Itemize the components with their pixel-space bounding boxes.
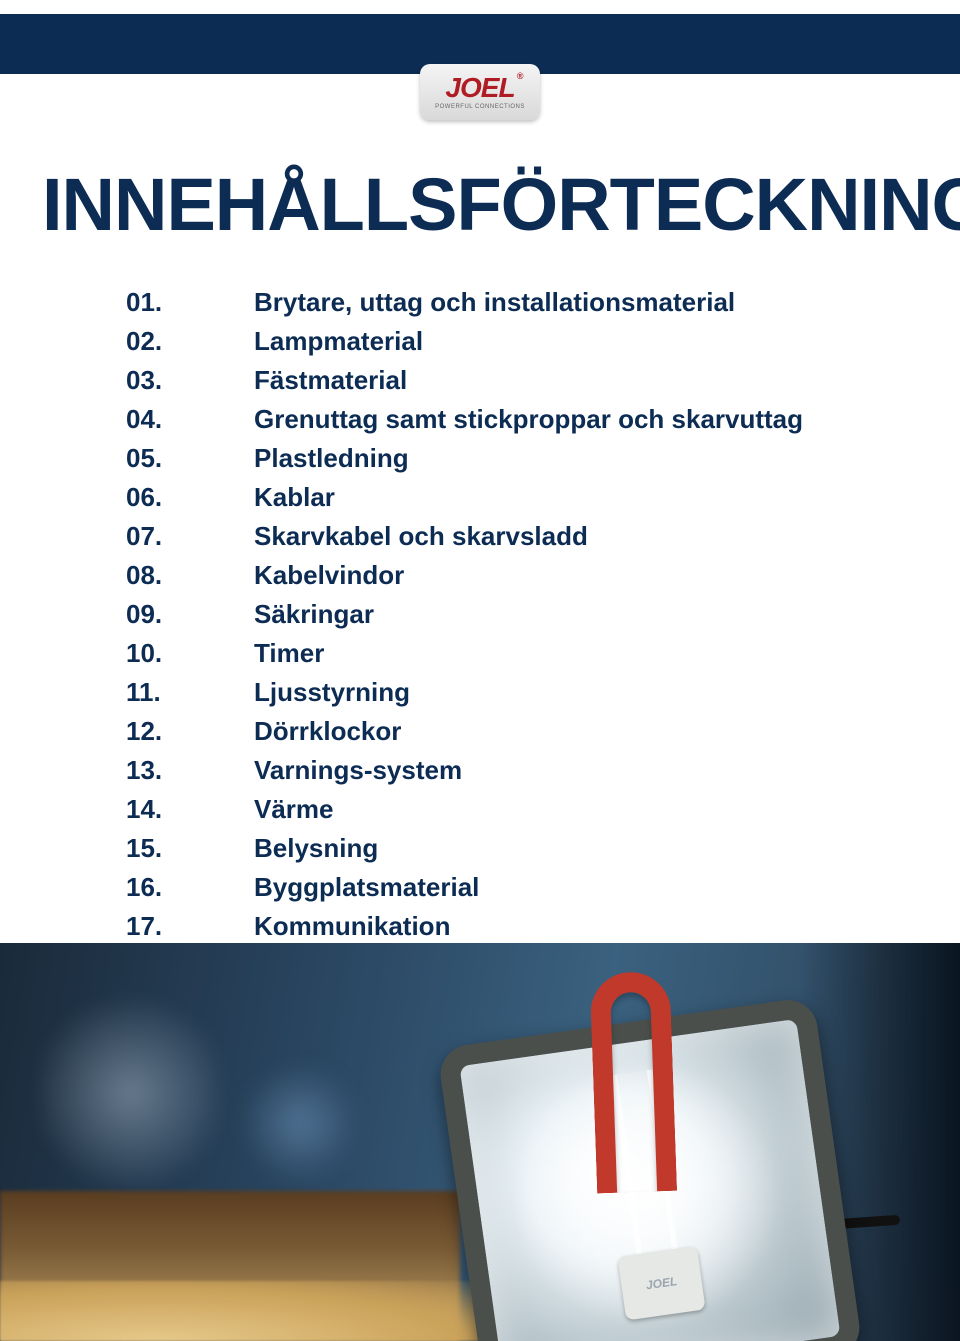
toc-label: Byggplatsmaterial	[254, 868, 479, 907]
toc-label: Dörrklockor	[254, 712, 401, 751]
photo-sawdust	[0, 1281, 520, 1341]
logo-registered-mark: ®	[517, 72, 523, 81]
toc-label: Värme	[254, 790, 334, 829]
photo-bg-blur	[240, 1063, 360, 1183]
logo-tagline: POWERFUL CONNECTIONS	[435, 104, 525, 110]
toc-label: Fästmaterial	[254, 361, 407, 400]
photo-work-light: JOEL	[437, 996, 863, 1341]
toc-row: 01.Brytare, uttag och installationsmater…	[126, 283, 960, 322]
toc-number: 01.	[126, 283, 254, 322]
toc-row: 14.Värme	[126, 790, 960, 829]
toc-number: 03.	[126, 361, 254, 400]
toc-label: Säkringar	[254, 595, 374, 634]
toc-number: 07.	[126, 517, 254, 556]
toc-number: 17.	[126, 907, 254, 946]
toc-label: Timer	[254, 634, 324, 673]
toc-row: 06.Kablar	[126, 478, 960, 517]
toc-number: 11.	[126, 673, 254, 712]
toc-row: 08.Kabelvindor	[126, 556, 960, 595]
toc-label: Lampmaterial	[254, 322, 423, 361]
page-title: INNEHÅLLSFÖRTECKNING	[42, 162, 960, 247]
toc-label: Varnings-system	[254, 751, 462, 790]
toc-number: 06.	[126, 478, 254, 517]
toc-label: Ljusstyrning	[254, 673, 410, 712]
toc-label: Brytare, uttag och installationsmaterial	[254, 283, 735, 322]
toc-label: Kabelvindor	[254, 556, 404, 595]
toc-label: Plastledning	[254, 439, 409, 478]
toc-number: 14.	[126, 790, 254, 829]
toc-row: 03.Fästmaterial	[126, 361, 960, 400]
toc-label: Belysning	[254, 829, 378, 868]
toc-row: 09.Säkringar	[126, 595, 960, 634]
logo-text: JOEL ®	[445, 74, 514, 102]
toc-row: 11.Ljusstyrning	[126, 673, 960, 712]
toc-number: 04.	[126, 400, 254, 439]
photo-bg-blur	[40, 983, 220, 1203]
toc-row: 15.Belysning	[126, 829, 960, 868]
toc-row: 16.Byggplatsmaterial	[126, 868, 960, 907]
toc-row: 12.Dörrklockor	[126, 712, 960, 751]
toc-row: 13.Varnings-system	[126, 751, 960, 790]
toc-number: 09.	[126, 595, 254, 634]
toc-row: 05.Plastledning	[126, 439, 960, 478]
brand-logo: JOEL ® POWERFUL CONNECTIONS	[420, 64, 540, 120]
toc-number: 10.	[126, 634, 254, 673]
toc-number: 02.	[126, 322, 254, 361]
toc-label: Kommunikation	[254, 907, 450, 946]
toc-label: Skarvkabel och skarvsladd	[254, 517, 588, 556]
toc-row: 07.Skarvkabel och skarvsladd	[126, 517, 960, 556]
table-of-contents: 01.Brytare, uttag och installationsmater…	[126, 283, 960, 985]
toc-number: 16.	[126, 868, 254, 907]
toc-number: 12.	[126, 712, 254, 751]
toc-row: 17.Kommunikation	[126, 907, 960, 946]
logo-main-text: JOEL	[445, 72, 514, 103]
toc-number: 05.	[126, 439, 254, 478]
lamp-brand-label: JOEL	[618, 1246, 706, 1321]
toc-label: Grenuttag samt stickproppar och skarvutt…	[254, 400, 803, 439]
toc-number: 08.	[126, 556, 254, 595]
toc-row: 04.Grenuttag samt stickproppar och skarv…	[126, 400, 960, 439]
hero-photo: JOEL	[0, 943, 960, 1341]
toc-number: 13.	[126, 751, 254, 790]
toc-number: 15.	[126, 829, 254, 868]
lamp-handle	[589, 970, 677, 1193]
toc-row: 10.Timer	[126, 634, 960, 673]
toc-label: Kablar	[254, 478, 335, 517]
toc-row: 02.Lampmaterial	[126, 322, 960, 361]
